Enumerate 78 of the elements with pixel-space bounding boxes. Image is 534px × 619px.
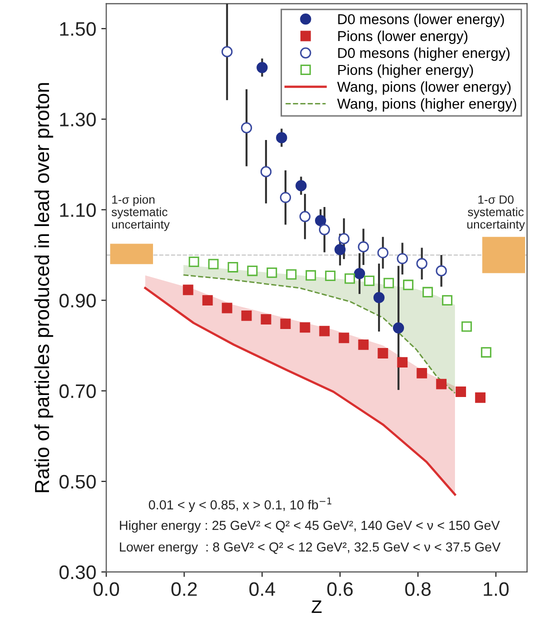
point	[358, 339, 369, 350]
point	[240, 122, 252, 134]
x-tick-label: 0.2	[171, 582, 197, 596]
annotation: Lower energy : 8 GeV² < Q² < 12 GeV², 32.5 GeV < ν < 37.5 GeV	[120, 542, 501, 554]
y-tick-label: 0.50	[59, 474, 96, 489]
legend-label: Pions (higher energy)	[338, 64, 473, 78]
y-tick-label: 0.70	[59, 384, 96, 398]
y-tick-label: 1.30	[60, 112, 96, 126]
point	[247, 266, 258, 276]
x-tick-label: 0.0	[94, 582, 120, 596]
legend-label: Pions (lower energy)	[338, 30, 468, 44]
point	[403, 280, 414, 290]
y-tick-label: 1.50	[60, 22, 96, 36]
point	[319, 326, 330, 336]
point	[344, 273, 355, 284]
legend-label: D0 mesons (higher energy)	[338, 48, 510, 61]
annotation: Higher energy : 25 GeV² < Q² < 45 GeV², 140 GeV < ν < 150 GeV	[120, 520, 500, 533]
point	[266, 267, 278, 278]
annotation: 0.01 < y < 0.85, x > 0.1, 10 fb$^{−1}$	[148, 498, 332, 512]
point	[296, 180, 307, 192]
point	[461, 321, 472, 332]
point	[338, 233, 350, 244]
point	[396, 253, 408, 264]
point	[260, 166, 272, 178]
x-tick-label: 0.8	[405, 582, 431, 596]
point	[202, 295, 213, 306]
point	[280, 192, 292, 204]
point	[354, 268, 366, 280]
point	[300, 322, 310, 333]
annotation: 1-σ pion systematic uncertainty	[112, 195, 170, 232]
point	[256, 62, 268, 74]
point	[276, 132, 288, 144]
y-tick-label: 0.30	[59, 565, 96, 580]
y-tick-label: 1.10	[60, 203, 96, 217]
x-tick-label: 1.0	[484, 582, 509, 596]
point	[334, 244, 346, 256]
point	[208, 258, 219, 270]
legend-label: Wang, pions (lower energy)	[337, 81, 511, 95]
point	[325, 270, 336, 282]
point	[436, 265, 447, 276]
x-axis-title: Z	[312, 600, 322, 613]
annotation: 1-σ D0 systematic uncertainty	[467, 195, 525, 232]
point	[182, 284, 194, 296]
point	[364, 276, 374, 286]
point	[456, 386, 466, 397]
point	[306, 270, 316, 281]
legend-label: Wang, pions (higher energy)	[337, 98, 516, 112]
point	[286, 269, 297, 280]
point	[222, 302, 232, 314]
point	[384, 278, 394, 288]
point	[280, 318, 291, 330]
point	[416, 258, 428, 270]
point	[338, 332, 350, 344]
point	[397, 357, 408, 368]
point	[188, 256, 200, 268]
point	[260, 314, 272, 325]
point	[442, 295, 452, 306]
y-axis-title: Ratio of particles produced in lead over proton	[34, 83, 54, 492]
point	[241, 310, 252, 321]
point	[318, 224, 330, 236]
legend-label: D0 mesons (lower energy)	[338, 14, 504, 28]
point	[373, 292, 385, 304]
point	[358, 241, 369, 252]
point	[315, 215, 326, 226]
point	[299, 210, 311, 222]
point	[378, 348, 388, 358]
y-tick-label: 0.90	[59, 294, 96, 308]
point	[475, 392, 486, 403]
point	[228, 262, 238, 272]
point	[436, 378, 447, 390]
x-tick-label: 0.4	[249, 582, 276, 596]
point	[422, 286, 433, 298]
point	[221, 46, 233, 58]
point	[392, 322, 404, 334]
point	[480, 347, 492, 358]
point	[377, 247, 388, 258]
x-tick-label: 0.6	[327, 582, 353, 596]
point	[416, 368, 428, 378]
